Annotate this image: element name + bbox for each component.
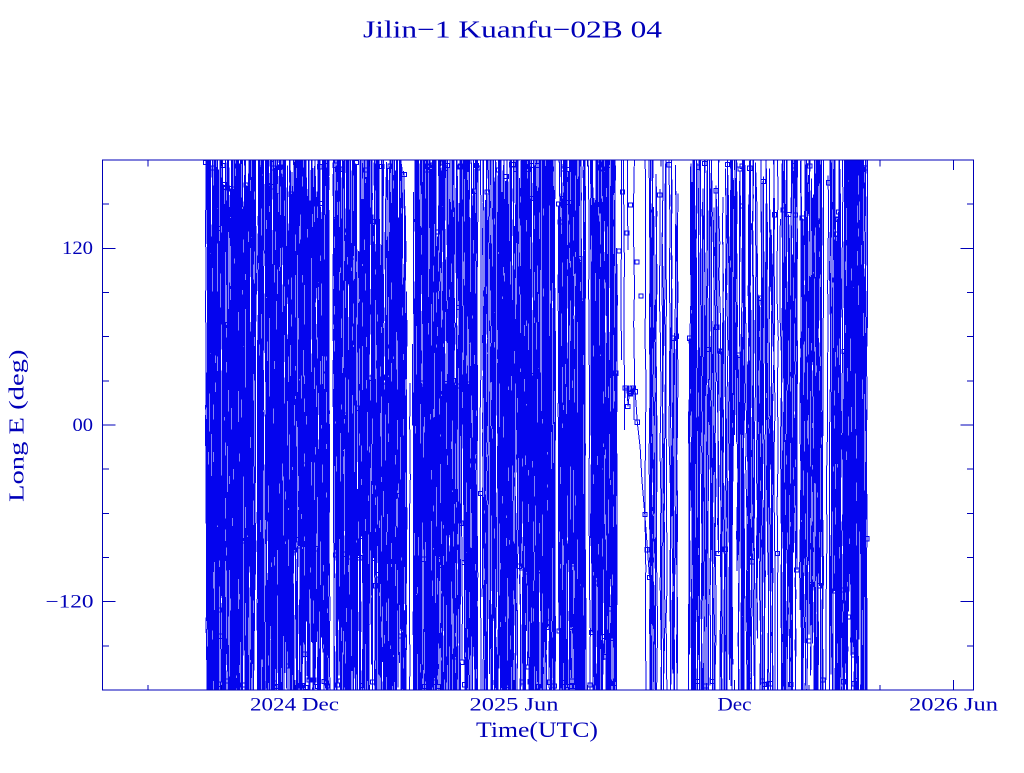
svg-text:Jilin−1 Kuanfu−02B 04: Jilin−1 Kuanfu−02B 04 [363,17,662,44]
svg-text:00: 00 [73,416,94,436]
svg-text:Long E (deg): Long E (deg) [5,349,29,502]
svg-text:2025 Jun: 2025 Jun [470,696,559,716]
svg-text:Time(UTC): Time(UTC) [476,717,598,742]
svg-text:−120: −120 [46,593,94,613]
svg-text:Dec: Dec [718,696,752,716]
svg-text:2026 Jun: 2026 Jun [909,696,998,716]
svg-text:120: 120 [62,239,93,259]
svg-text:2024 Dec: 2024 Dec [250,696,339,716]
